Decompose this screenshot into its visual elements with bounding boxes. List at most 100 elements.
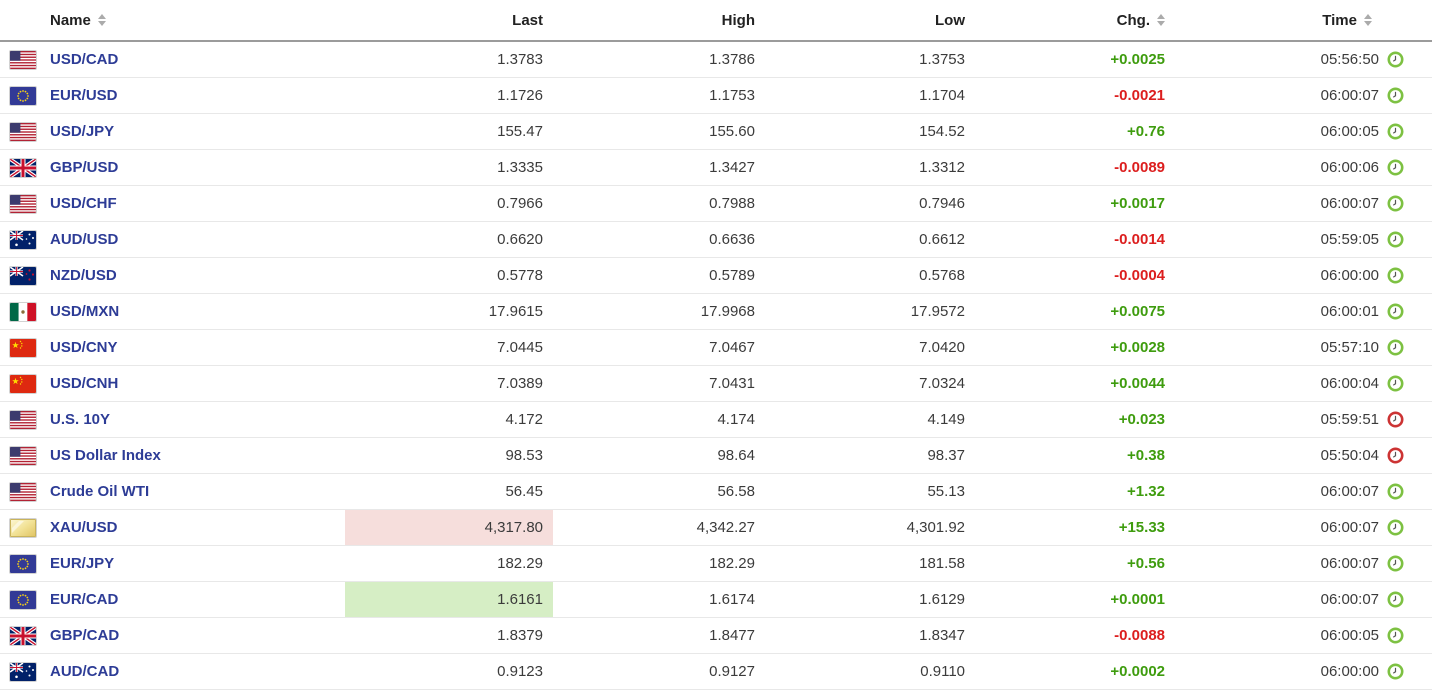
low-value: 1.3312 [919, 159, 965, 176]
last-cell: 1.6161 [345, 582, 553, 617]
clock-green-icon [1387, 123, 1404, 140]
time-cell: 05:56:50 [1173, 42, 1432, 77]
low-cell: 7.0420 [763, 330, 973, 365]
column-header-time[interactable]: Time [1173, 12, 1432, 29]
low-value: 1.1704 [919, 87, 965, 104]
high-cell: 1.1753 [553, 78, 763, 113]
gb-flag-icon [10, 158, 36, 177]
chg-cell: +0.56 [973, 546, 1173, 581]
name-cell: GBP/CAD [0, 618, 345, 653]
instrument-link[interactable]: XAU/USD [50, 519, 118, 536]
instrument-link[interactable]: GBP/CAD [50, 627, 120, 644]
name-cell: EUR/USD [0, 78, 345, 113]
time-cell: 06:00:07 [1173, 582, 1432, 617]
instrument-link[interactable]: EUR/JPY [50, 555, 115, 572]
table-row: U.S. 10Y 4.172 4.174 4.149 +0.023 05:59:… [0, 402, 1432, 438]
column-header-chg[interactable]: Chg. [973, 12, 1173, 29]
clock-green-icon [1387, 303, 1404, 320]
instrument-link[interactable]: USD/JPY [50, 123, 115, 140]
column-header-label: Low [935, 11, 965, 29]
high-value: 98.64 [717, 447, 755, 464]
low-value: 0.7946 [919, 195, 965, 212]
name-cell: Crude Oil WTI [0, 474, 345, 509]
instrument-link[interactable]: AUD/USD [50, 231, 119, 248]
time-cell: 06:00:00 [1173, 654, 1432, 689]
last-cell: 0.7966 [345, 186, 553, 221]
low-cell: 154.52 [763, 114, 973, 149]
last-cell: 1.8379 [345, 618, 553, 653]
column-header-label: Last [512, 11, 543, 29]
instrument-link[interactable]: USD/CNY [50, 339, 118, 356]
last-value: 1.1726 [497, 87, 543, 104]
table-row: AUD/USD 0.6620 0.6636 0.6612 -0.0014 05:… [0, 222, 1432, 258]
instrument-link[interactable]: Crude Oil WTI [50, 483, 150, 500]
chg-value: +0.0001 [1110, 591, 1165, 608]
instrument-link[interactable]: USD/CNH [50, 375, 119, 392]
low-value: 4,301.92 [906, 519, 965, 536]
time-cell: 06:00:07 [1173, 546, 1432, 581]
instrument-link[interactable]: AUD/CAD [50, 663, 120, 680]
last-cell: 0.9123 [345, 654, 553, 689]
chg-value: +0.0075 [1110, 303, 1165, 320]
table-row: EUR/USD 1.1726 1.1753 1.1704 -0.0021 06:… [0, 78, 1432, 114]
low-cell: 98.37 [763, 438, 973, 473]
last-cell: 98.53 [345, 438, 553, 473]
name-cell: AUD/USD [0, 222, 345, 257]
table-row: USD/CHF 0.7966 0.7988 0.7946 +0.0017 06:… [0, 186, 1432, 222]
high-value: 0.9127 [709, 663, 755, 680]
low-value: 0.5768 [919, 267, 965, 284]
chg-cell: -0.0004 [973, 258, 1173, 293]
clock-green-icon [1387, 483, 1404, 500]
low-cell: 1.3312 [763, 150, 973, 185]
table-row: US Dollar Index 98.53 98.64 98.37 +0.38 … [0, 438, 1432, 474]
last-value: 1.3335 [497, 159, 543, 176]
instrument-link[interactable]: EUR/USD [50, 87, 118, 104]
time-value: 06:00:07 [1320, 195, 1379, 212]
instrument-link[interactable]: NZD/USD [50, 267, 117, 284]
instrument-link[interactable]: GBP/USD [50, 159, 119, 176]
instrument-link[interactable]: EUR/CAD [50, 591, 119, 608]
time-value: 05:59:05 [1320, 231, 1379, 248]
instrument-link[interactable]: U.S. 10Y [50, 411, 111, 428]
column-header-label: Time [1322, 11, 1357, 29]
chg-cell: +0.76 [973, 114, 1173, 149]
low-cell: 17.9572 [763, 294, 973, 329]
clock-green-icon [1387, 591, 1404, 608]
last-value: 1.8379 [497, 627, 543, 644]
chg-cell: +0.0017 [973, 186, 1173, 221]
low-value: 7.0324 [919, 375, 965, 392]
clock-green-icon [1387, 231, 1404, 248]
high-cell: 4.174 [553, 402, 763, 437]
last-cell: 56.45 [345, 474, 553, 509]
name-cell: US Dollar Index [0, 438, 345, 473]
table-row: GBP/USD 1.3335 1.3427 1.3312 -0.0089 06:… [0, 150, 1432, 186]
mx-flag-icon [10, 302, 36, 321]
instrument-link[interactable]: USD/CAD [50, 51, 119, 68]
table-row: EUR/JPY 182.29 182.29 181.58 +0.56 06:00… [0, 546, 1432, 582]
clock-green-icon [1387, 519, 1404, 536]
column-header-name[interactable]: Name [0, 12, 345, 29]
last-cell: 4,317.80 [345, 510, 553, 545]
chg-value: +0.0044 [1110, 375, 1165, 392]
last-value: 0.9123 [497, 663, 543, 680]
low-cell: 1.3753 [763, 42, 973, 77]
column-header-high[interactable]: High [553, 12, 763, 29]
high-cell: 56.58 [553, 474, 763, 509]
time-value: 06:00:07 [1320, 519, 1379, 536]
time-cell: 05:50:04 [1173, 438, 1432, 473]
table-row: EUR/CAD 1.6161 1.6174 1.6129 +0.0001 06:… [0, 582, 1432, 618]
time-cell: 06:00:07 [1173, 186, 1432, 221]
column-header-low[interactable]: Low [763, 12, 973, 29]
high-value: 1.8477 [709, 627, 755, 644]
instrument-link[interactable]: USD/MXN [50, 303, 120, 320]
name-cell: AUD/CAD [0, 654, 345, 689]
instrument-link[interactable]: USD/CHF [50, 195, 117, 212]
high-value: 1.3786 [709, 51, 755, 68]
chg-cell: +0.0002 [973, 654, 1173, 689]
clock-green-icon [1387, 159, 1404, 176]
table-row: Crude Oil WTI 56.45 56.58 55.13 +1.32 06… [0, 474, 1432, 510]
column-header-last[interactable]: Last [345, 12, 553, 29]
time-cell: 06:00:07 [1173, 510, 1432, 545]
instrument-link[interactable]: US Dollar Index [50, 447, 161, 464]
name-cell: USD/CNY [0, 330, 345, 365]
